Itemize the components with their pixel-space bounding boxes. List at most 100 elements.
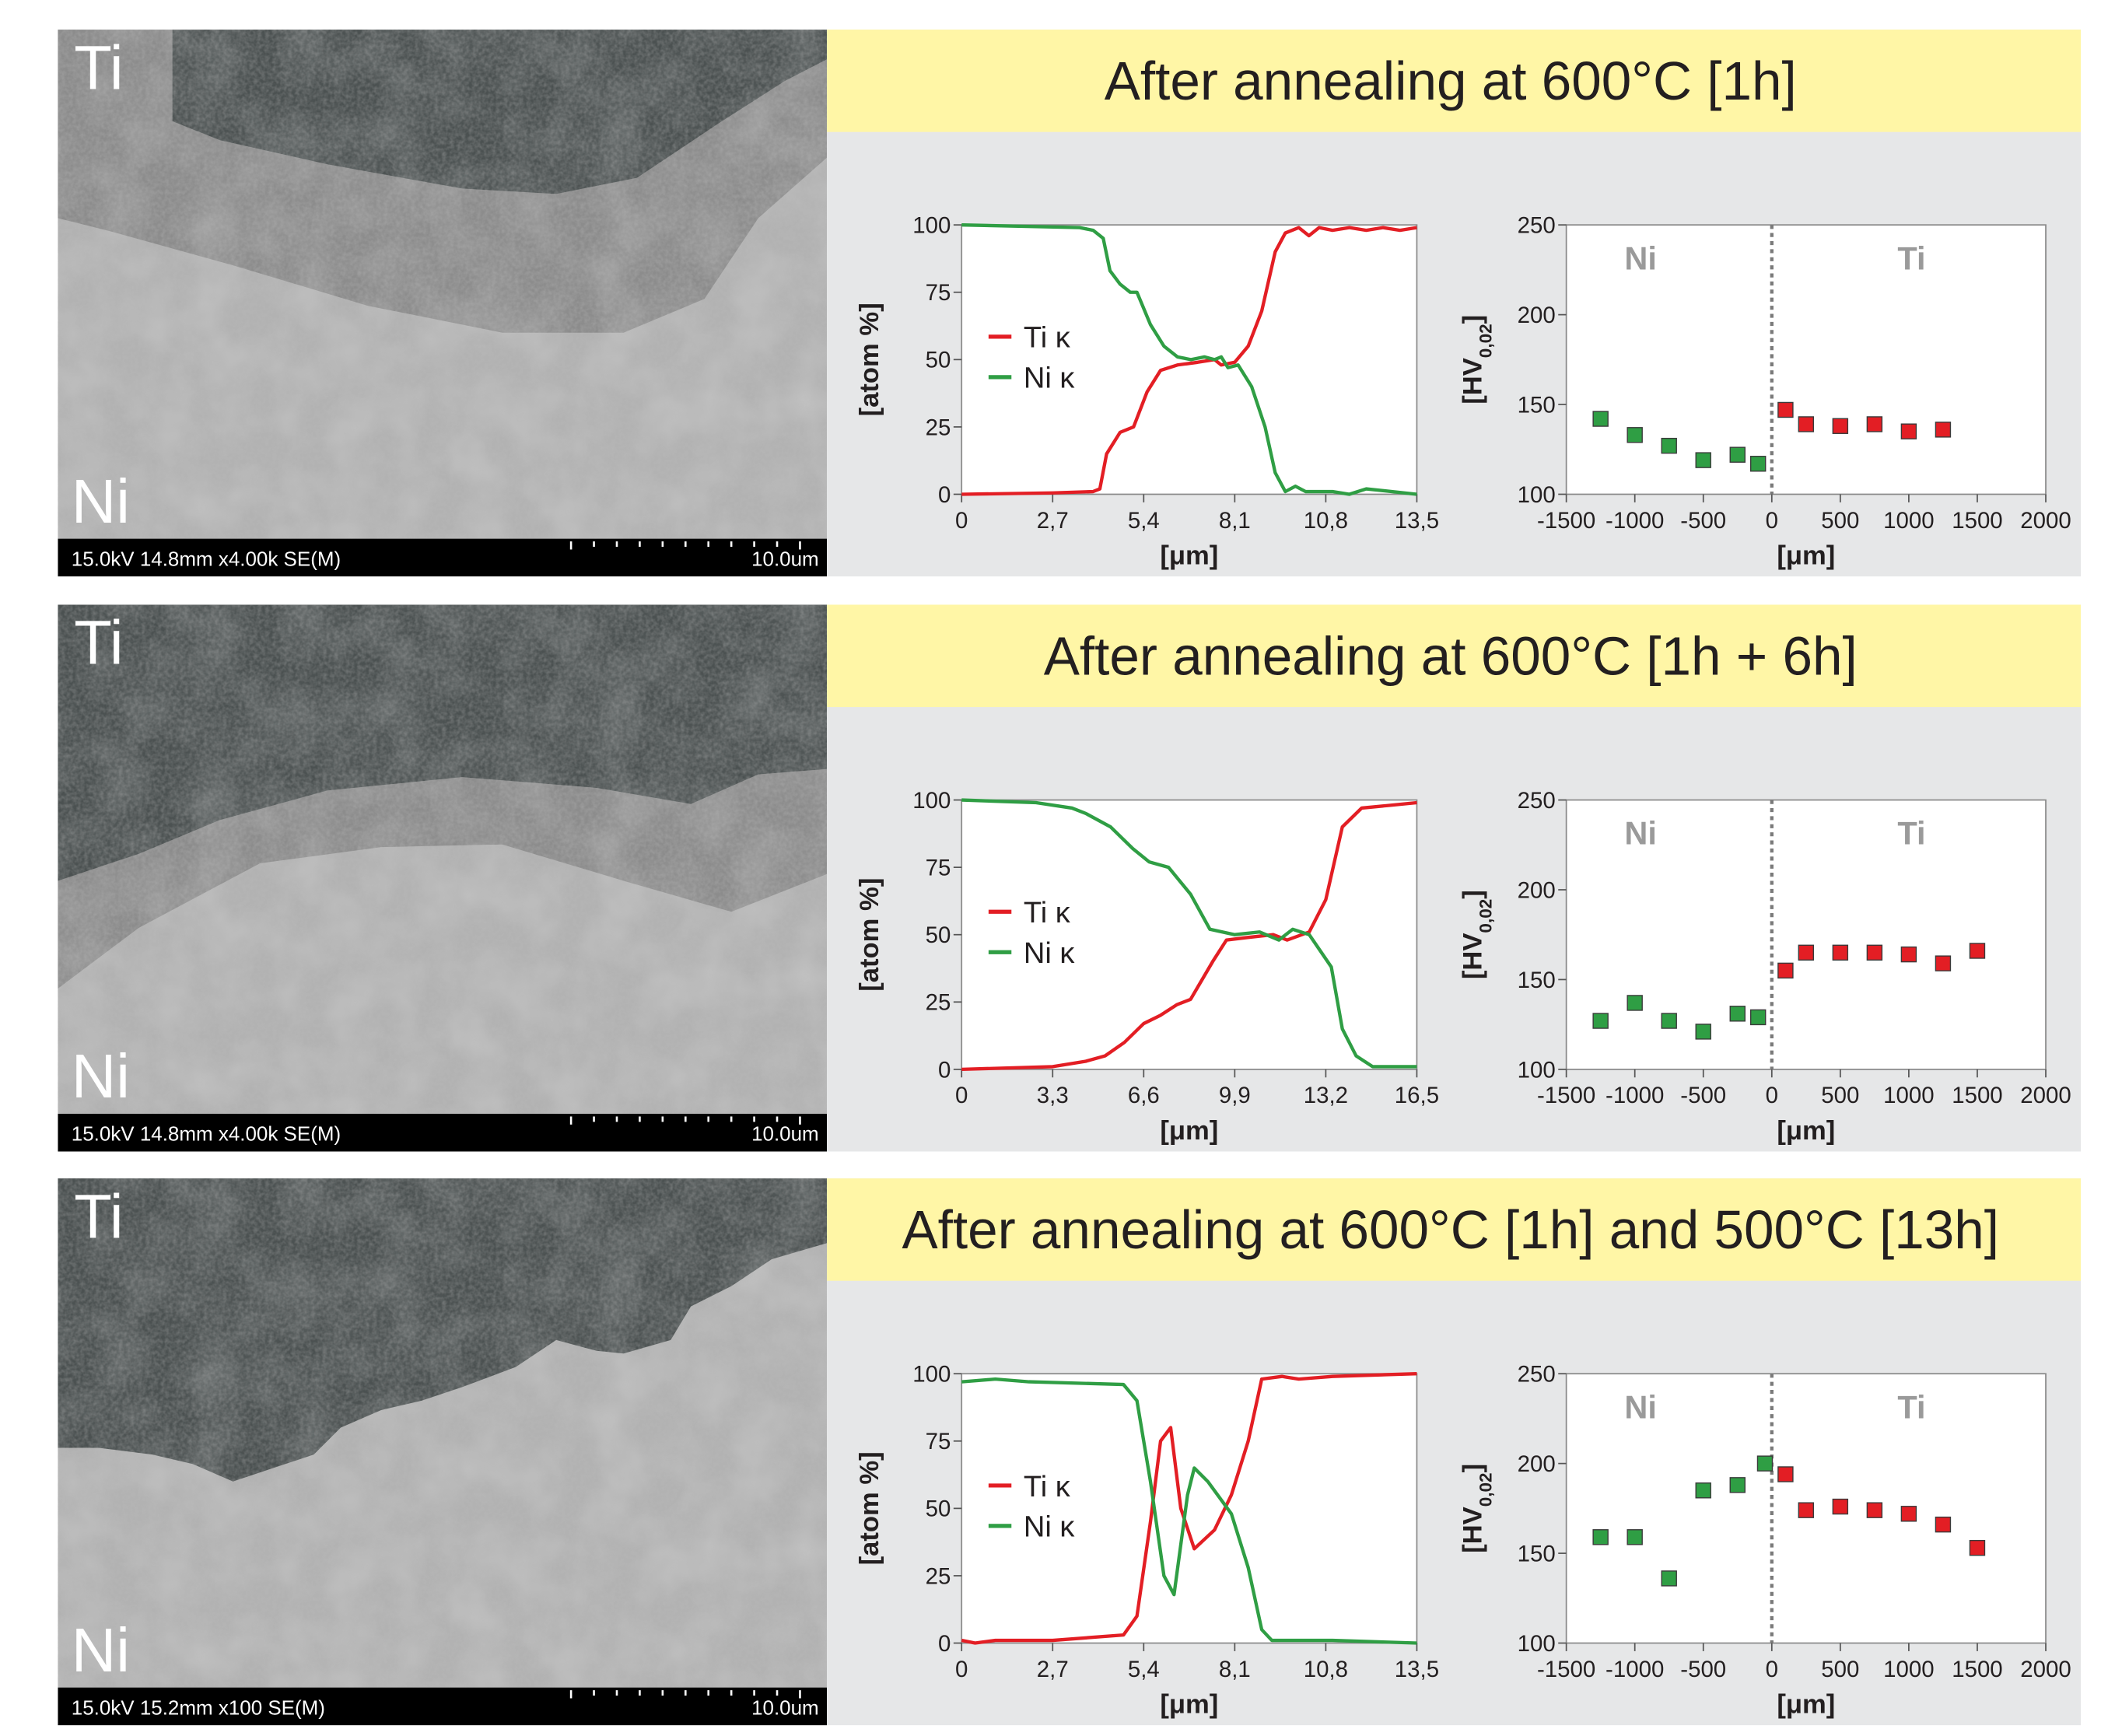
sem-info-bar bbox=[58, 1114, 828, 1152]
data-point bbox=[1592, 411, 1609, 427]
x-tick-label: 2,7 bbox=[1037, 1657, 1069, 1682]
data-point bbox=[1756, 1455, 1774, 1472]
data-point bbox=[1969, 943, 1986, 959]
x-axis-label: [μm] bbox=[1777, 541, 1835, 571]
y-tick-label: 100 bbox=[912, 788, 951, 814]
x-tick-label: 13,5 bbox=[1395, 1657, 1439, 1682]
region-label: Ti bbox=[1897, 815, 1925, 852]
x-tick-label: 0 bbox=[1766, 508, 1778, 534]
data-point bbox=[1627, 427, 1643, 443]
y-axis-label: [HV0,02] bbox=[1458, 1464, 1495, 1553]
x-tick-label: 13,2 bbox=[1304, 1083, 1348, 1108]
data-point bbox=[1695, 1482, 1711, 1499]
legend-label: Ti κ bbox=[1024, 322, 1071, 355]
y-tick-label: 150 bbox=[1518, 968, 1556, 993]
sem-bottom-label: Ni bbox=[72, 1041, 130, 1111]
y-tick-label: 50 bbox=[926, 348, 951, 373]
y-tick-label: 50 bbox=[926, 922, 951, 948]
y-tick-label: 0 bbox=[938, 1631, 951, 1657]
x-tick-label: 9,9 bbox=[1219, 1083, 1251, 1108]
series-line bbox=[961, 800, 1417, 1072]
y-tick-label: 100 bbox=[912, 1362, 951, 1388]
series-line bbox=[961, 798, 1417, 1069]
sem-grain bbox=[58, 1178, 828, 1688]
data-point bbox=[1627, 995, 1643, 1011]
data-point bbox=[1729, 1477, 1746, 1493]
data-point bbox=[1935, 955, 1952, 971]
data-point bbox=[1900, 423, 1917, 439]
plot-area bbox=[961, 799, 1418, 1070]
legend-label: Ti κ bbox=[1024, 897, 1071, 929]
y-tick-label: 100 bbox=[912, 213, 951, 239]
data-point bbox=[1798, 1502, 1815, 1518]
data-point bbox=[1866, 944, 1883, 961]
data-point bbox=[1866, 1502, 1883, 1518]
data-point bbox=[1777, 1466, 1794, 1482]
series-line bbox=[961, 226, 1417, 496]
y-tick-label: 250 bbox=[1518, 788, 1556, 814]
x-tick-label: -500 bbox=[1680, 508, 1726, 534]
sem-grain bbox=[58, 30, 828, 539]
y-axis-label: [atom %] bbox=[855, 878, 884, 992]
title-box bbox=[827, 604, 2082, 708]
y-tick-label: 25 bbox=[926, 415, 951, 440]
x-tick-label: 2000 bbox=[2020, 1083, 2071, 1108]
x-tick-label: -1500 bbox=[1537, 508, 1595, 534]
data-point bbox=[1661, 437, 1677, 454]
y-tick-label: 150 bbox=[1518, 392, 1556, 418]
x-tick-label: 0 bbox=[1766, 1657, 1778, 1682]
x-axis-label: [μm] bbox=[1160, 1690, 1218, 1720]
y-axis-label: [HV0,02] bbox=[1458, 315, 1495, 404]
data-point bbox=[1777, 401, 1794, 418]
y-tick-label: 200 bbox=[1518, 303, 1556, 328]
y-tick-label: 200 bbox=[1518, 1451, 1556, 1477]
x-tick-label: 6,6 bbox=[1128, 1083, 1160, 1108]
y-tick-label: 25 bbox=[926, 990, 951, 1016]
sem-grain bbox=[58, 604, 828, 1115]
y-tick-label: 0 bbox=[938, 1057, 951, 1083]
x-tick-label: 500 bbox=[1821, 1083, 1859, 1108]
y-axis-label-part: [HV bbox=[1458, 1507, 1488, 1553]
data-point bbox=[1866, 416, 1883, 432]
x-tick-label: 10,8 bbox=[1304, 1657, 1348, 1682]
region-label: Ni bbox=[1624, 240, 1657, 276]
data-point bbox=[1661, 1570, 1677, 1587]
region-label: Ti bbox=[1897, 240, 1925, 276]
x-tick-label: -1000 bbox=[1606, 1657, 1664, 1682]
x-axis-label: [μm] bbox=[1160, 1116, 1218, 1146]
y-axis-label-part: ] bbox=[1458, 890, 1488, 899]
legend-label: Ni κ bbox=[1024, 937, 1076, 970]
sem-info-bar bbox=[58, 538, 828, 577]
sem-scale-label: 10.0um bbox=[751, 1122, 819, 1146]
y-axis-label-part: ] bbox=[1458, 1464, 1488, 1473]
x-tick-label: 0 bbox=[1766, 1083, 1778, 1108]
x-tick-label: 500 bbox=[1821, 1657, 1859, 1682]
data-point bbox=[1935, 422, 1952, 438]
y-tick-label: 100 bbox=[1518, 1057, 1556, 1083]
y-tick-label: 150 bbox=[1518, 1541, 1556, 1566]
legend-label: Ni κ bbox=[1024, 362, 1076, 395]
series-line bbox=[961, 1377, 1417, 1645]
data-point bbox=[1935, 1516, 1952, 1533]
region-label: Ti bbox=[1897, 1388, 1925, 1425]
legend-label: Ti κ bbox=[1024, 1471, 1071, 1503]
x-tick-label: 8,1 bbox=[1219, 508, 1251, 534]
data-point bbox=[1627, 1529, 1643, 1545]
x-tick-label: 10,8 bbox=[1304, 508, 1348, 534]
y-axis-label: [HV0,02] bbox=[1458, 890, 1495, 979]
sem-top-label: Ti bbox=[74, 33, 123, 102]
y-tick-label: 75 bbox=[926, 280, 951, 306]
y-axis-label: [atom %] bbox=[855, 303, 884, 416]
title-box bbox=[827, 1178, 2082, 1281]
data-point bbox=[1777, 962, 1794, 979]
region-label: Ni bbox=[1624, 815, 1657, 852]
y-tick-label: 75 bbox=[926, 856, 951, 881]
sem-top-label: Ti bbox=[74, 1181, 123, 1251]
sem-info-bar bbox=[58, 1687, 828, 1726]
x-tick-label: 5,4 bbox=[1128, 508, 1160, 534]
region-label: Ni bbox=[1624, 1388, 1657, 1425]
y-tick-label: 25 bbox=[926, 1563, 951, 1589]
plot-area bbox=[961, 1373, 1418, 1644]
